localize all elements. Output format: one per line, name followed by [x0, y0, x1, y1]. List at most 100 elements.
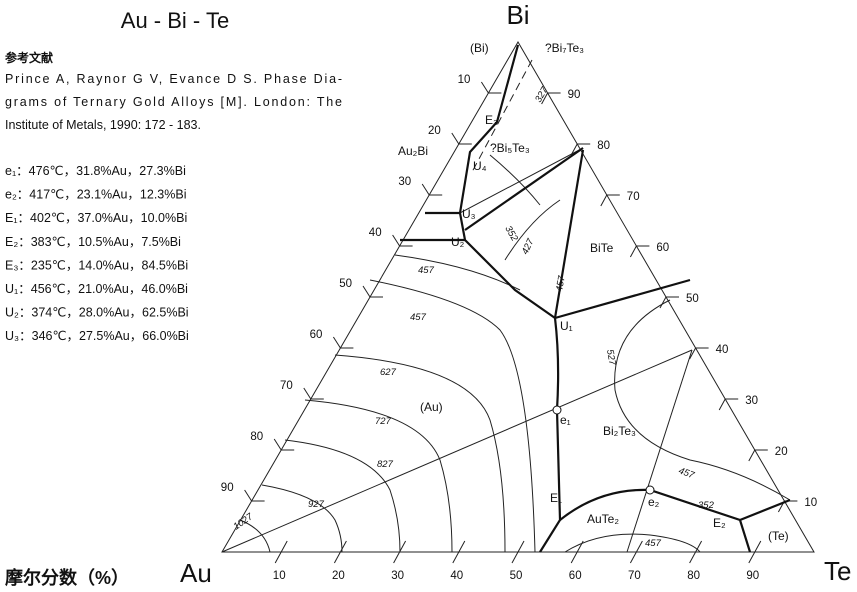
tick-label: 70: [627, 191, 640, 203]
boundary: [553, 149, 585, 319]
tick-label: 30: [391, 570, 404, 582]
tick-mark: [570, 551, 578, 564]
vertex-label: Te: [824, 556, 851, 586]
isotherm-label: 627: [380, 367, 397, 378]
isotherm-label: 727: [375, 416, 392, 427]
invariant-label: U₁: [560, 319, 573, 333]
invariant-label: U₂: [451, 235, 465, 249]
tick-mark: [280, 540, 288, 553]
point-entry: E₃：235℃，14.0%Au，84.5%Bi: [5, 258, 188, 272]
triangle: [221, 41, 815, 553]
tie-line: [221, 349, 693, 553]
phase-label: Au₂Bi: [398, 144, 428, 158]
tick-mark: [274, 551, 282, 564]
boundary: [539, 317, 562, 553]
phase-label: Bi₂Te₃: [603, 424, 636, 438]
tick-label: 50: [686, 293, 699, 305]
invariant-label: U₄: [473, 159, 487, 173]
isotherm-label: 457: [410, 312, 427, 323]
tick-mark: [541, 92, 549, 105]
tick-mark: [244, 489, 253, 502]
isotherm-label: 457: [554, 274, 568, 292]
reference-line: Prince A, Raynor G V, Evance D S. Phase …: [5, 72, 342, 86]
tick-label: 10: [273, 570, 286, 582]
isotherm: [394, 254, 521, 291]
tick-label: 10: [804, 497, 817, 509]
tick-mark: [399, 540, 407, 553]
tick-label: 90: [568, 89, 581, 101]
tick-mark: [629, 551, 637, 564]
vertex-label: Au: [180, 558, 212, 588]
tick-mark: [392, 234, 401, 247]
point-entry: U₃：346℃，27.5%Au，66.0%Bi: [5, 329, 189, 343]
reference-line: Institute of Metals, 1990: 172 - 183.: [5, 118, 201, 132]
phase-label: ?Bi₇Te₃: [545, 41, 584, 55]
tick-mark: [451, 132, 460, 145]
tick-label: 20: [428, 125, 441, 137]
axis-label: 摩尔分数（%）: [5, 567, 129, 588]
tick-label: 60: [569, 570, 582, 582]
phase-labels: (Bi) ?Bi₇Te₃ Au₂Bi ?Bi₅Te₃ BiTe Bi₂Te₃ (…: [398, 41, 789, 543]
invariant-label: e₂: [648, 495, 660, 509]
point-entry: e₂：417℃，23.1%Au，12.3%Bi: [5, 188, 187, 202]
tick-mark: [273, 438, 282, 451]
phase-label: AuTe₂: [587, 512, 619, 526]
isotherm-label: 1027: [231, 511, 255, 533]
boundary: [554, 278, 691, 320]
tick-label: 40: [369, 227, 382, 239]
tick-mark: [689, 551, 697, 564]
tick-label: 90: [746, 570, 759, 582]
tick-label: 80: [597, 140, 610, 152]
isotherm-label: 527: [604, 349, 618, 367]
tick-label: 40: [450, 570, 463, 582]
tick-mark: [421, 183, 430, 196]
phase-label: (Bi): [470, 41, 489, 55]
invariant-labels: E₃ U₄ U₃ U₂ U₁ e₁ E₁ e₂ E₂: [451, 113, 726, 530]
invariant-label: E₃: [485, 113, 498, 127]
tick-mark: [689, 347, 697, 360]
phase-label: ?Bi₅Te₃: [490, 141, 530, 155]
tick-mark: [339, 540, 347, 553]
tick-mark: [629, 245, 637, 258]
left-panel: Au - Bi - Te 参考文献 Prince A, Raynor G V, …: [5, 8, 342, 588]
boundary-lines: [400, 44, 791, 553]
phase-label: (Au): [420, 400, 443, 414]
isotherm-labels: 327 352 427 457 457 457 527 627 727 827 …: [231, 85, 714, 549]
isotherm-label: 457: [418, 265, 435, 276]
isotherm-label: 827: [377, 459, 394, 470]
isotherms: [239, 154, 791, 553]
isotherm: [261, 484, 343, 553]
tick-label: 70: [628, 570, 641, 582]
tick-label: 40: [716, 344, 729, 356]
isotherm: [304, 399, 453, 553]
point-entry: U₂：374℃，28.0%Au，62.5%Bi: [5, 306, 189, 320]
reference-line: grams of Ternary Gold Alloys [M]. London…: [5, 95, 342, 109]
tick-label: 80: [687, 570, 700, 582]
isotherm-label: 427: [520, 237, 537, 257]
tick-label: 80: [250, 431, 263, 443]
isotherm-label: 927: [308, 499, 325, 510]
tick-mark: [754, 540, 762, 553]
tick-mark: [393, 551, 401, 564]
tick-label: 30: [745, 395, 758, 407]
tick-mark: [480, 81, 489, 94]
boundary: [739, 498, 791, 522]
isotherm-label: 457: [645, 538, 662, 549]
tick-mark: [748, 551, 756, 564]
invariant-label: E₂: [713, 516, 726, 530]
isotherm: [504, 199, 561, 261]
isotherm: [369, 279, 536, 553]
invariant-label: E₁: [550, 491, 562, 505]
tick-mark: [718, 398, 726, 411]
point-entry: E₁：402℃，37.0%Au，10.0%Bi: [5, 211, 187, 225]
tick-label: 90: [221, 482, 234, 494]
point-e1: [552, 405, 562, 415]
tick-label: 10: [458, 74, 471, 86]
tick-mark: [362, 285, 371, 298]
tick-mark: [332, 336, 341, 349]
tick-label: 50: [339, 278, 352, 290]
tick-mark: [659, 296, 667, 309]
tick-label: 20: [332, 570, 345, 582]
tick-label: 50: [510, 570, 523, 582]
